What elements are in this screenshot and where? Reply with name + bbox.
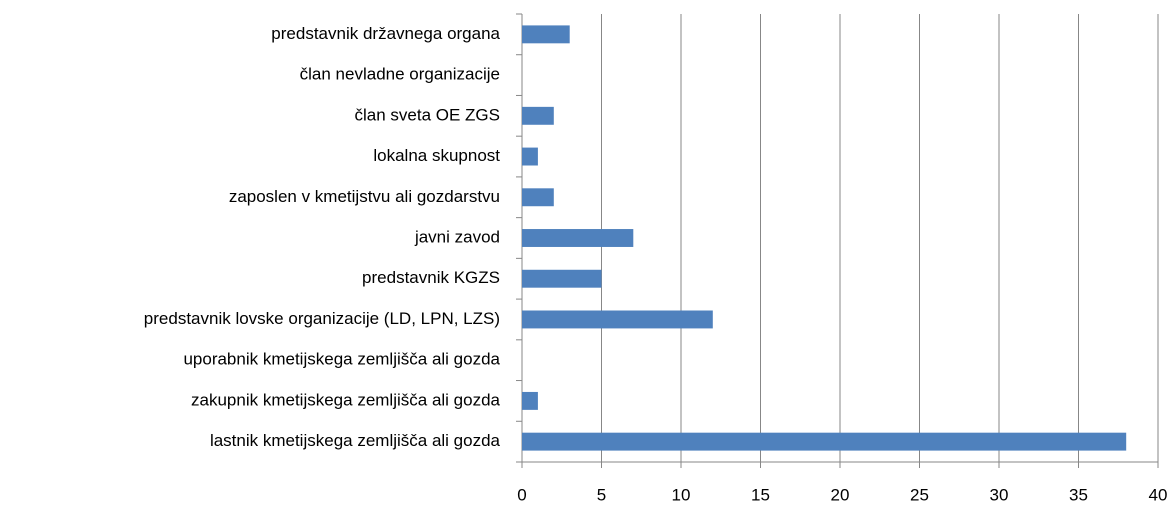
- y-tick-label: javni zavod: [414, 227, 500, 246]
- x-tick-label: 5: [597, 485, 606, 504]
- bar: [522, 25, 570, 44]
- y-tick-label: zakupnik kmetijskega zemljišča ali gozda: [191, 390, 501, 409]
- bar: [522, 310, 713, 329]
- bar: [522, 188, 554, 207]
- x-tick-label: 35: [1069, 485, 1088, 504]
- y-tick-label: predstavnik lovske organizacije (LD, LPN…: [144, 309, 500, 328]
- y-tick-label: uporabnik kmetijskega zemljišča ali gozd…: [183, 350, 500, 369]
- x-tick-label: 0: [517, 485, 526, 504]
- x-tick-label: 40: [1149, 485, 1168, 504]
- y-tick-label: član sveta OE ZGS: [355, 105, 501, 124]
- x-tick-label: 30: [990, 485, 1009, 504]
- bar: [522, 106, 554, 125]
- bar: [522, 269, 602, 288]
- y-tick-label: zaposlen v kmetijstvu ali gozdarstvu: [229, 187, 500, 206]
- y-tick-label: predstavnik KGZS: [362, 268, 500, 287]
- bar: [522, 229, 634, 247]
- bar: [522, 432, 1127, 451]
- x-tick-label: 20: [831, 485, 850, 504]
- bar: [522, 391, 538, 410]
- y-tick-label: lokalna skupnost: [373, 146, 500, 165]
- y-tick-label: lastnik kmetijskega zemljišča ali gozda: [210, 431, 501, 450]
- x-tick-label: 10: [672, 485, 691, 504]
- y-tick-label: predstavnik državnega organa: [271, 24, 500, 43]
- x-tick-label: 15: [751, 485, 770, 504]
- bar: [522, 147, 538, 166]
- x-tick-label: 25: [910, 485, 929, 504]
- y-tick-label: član nevladne organizacije: [300, 65, 500, 84]
